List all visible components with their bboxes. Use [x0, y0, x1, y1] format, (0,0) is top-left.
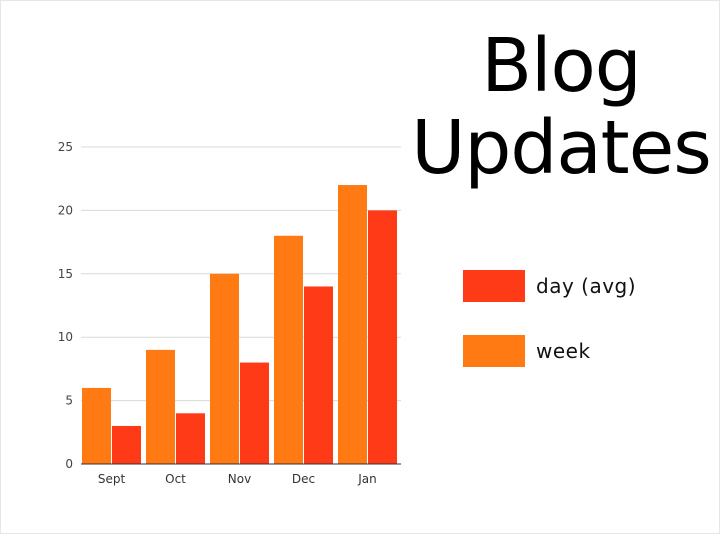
bar-week-sept: [82, 387, 111, 464]
bar-week-oct: [146, 349, 175, 464]
legend-item-day-avg: day (avg): [463, 270, 636, 302]
legend-item-week: week: [463, 335, 591, 367]
legend-label-day-avg: day (avg): [536, 274, 637, 298]
x-tick-label: Oct: [165, 472, 186, 486]
y-tick-label: 20: [58, 203, 73, 217]
x-tick-label: Dec: [292, 472, 315, 486]
bar-week-dec: [274, 235, 303, 464]
bar-day-avg-jan: [368, 210, 397, 464]
title-line-2: Updates: [411, 105, 712, 191]
x-tick-label: Jan: [357, 472, 377, 486]
x-tick-label: Nov: [228, 472, 251, 486]
bar-week-nov: [210, 273, 239, 464]
bar-day-avg-nov: [240, 362, 269, 464]
bar-week-jan: [338, 185, 367, 465]
bar-day-avg-dec: [304, 286, 333, 464]
y-tick-label: 10: [58, 330, 73, 344]
chart-title: Blog Updates: [401, 25, 720, 189]
x-tick-label: Sept: [98, 472, 126, 486]
y-tick-label: 15: [58, 267, 73, 281]
bar-day-avg-oct: [176, 413, 205, 464]
legend-swatch-day-avg: [463, 270, 525, 302]
title-line-1: Blog: [481, 23, 642, 109]
bar-day-avg-sept: [112, 425, 141, 464]
legend-swatch-week: [463, 335, 525, 367]
y-tick-label: 25: [58, 140, 73, 154]
y-tick-label: 5: [65, 394, 73, 408]
y-tick-label: 0: [65, 457, 73, 471]
legend-label-week: week: [536, 339, 591, 363]
